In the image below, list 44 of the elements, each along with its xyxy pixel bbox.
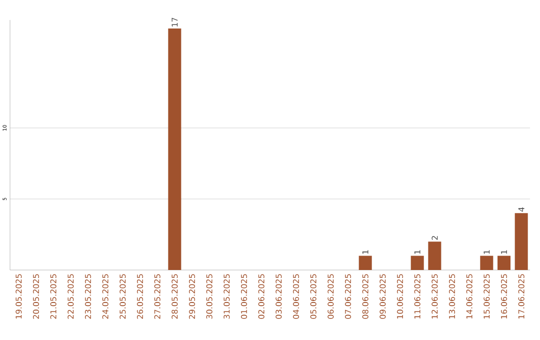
x-tick-label: 20.05.2025 [32, 274, 40, 319]
x-tick-label: 07.06.2025 [344, 274, 352, 319]
x-tick-label: 27.05.2025 [154, 274, 160, 319]
bar [410, 256, 424, 270]
bar [480, 256, 494, 270]
x-tick-label: 25.05.2025 [120, 274, 126, 319]
data-label: 4 [518, 207, 524, 212]
x-tick-label: 23.05.2025 [84, 274, 92, 319]
data-label: 1 [362, 250, 368, 254]
x-tick-label: 26.05.2025 [136, 274, 144, 319]
x-tick-label: 02.06.2025 [258, 274, 264, 319]
x-tick-label: 28.05.2025 [172, 274, 178, 319]
x-tick-label: 21.05.2025 [50, 274, 56, 319]
x-tick-label: 03.06.2025 [276, 274, 282, 319]
data-label: 1 [501, 250, 507, 254]
bar [358, 256, 372, 270]
x-tick-label: 10.06.2025 [396, 274, 404, 318]
x-tick-label: 15.06.2025 [484, 274, 490, 318]
data-label: 2 [432, 236, 438, 240]
x-tick-label: 01.06.2025 [240, 274, 248, 319]
x-tick-label: 16.06.2025 [500, 274, 508, 318]
x-tick-label: 04.06.2025 [292, 274, 300, 319]
bar [428, 242, 442, 270]
x-tick-label: 09.06.2025 [380, 274, 386, 319]
x-tick-label: 19.05.2025 [16, 274, 22, 318]
x-tick-label: 05.06.2025 [310, 274, 316, 319]
x-tick-label: 13.06.2025 [448, 274, 456, 318]
x-tick-label: 22.05.2025 [68, 274, 74, 319]
bar [514, 213, 528, 270]
x-tick-label: 08.06.2025 [362, 274, 368, 319]
x-tick-label: 06.06.2025 [328, 274, 334, 319]
data-label: 1 [484, 250, 490, 254]
x-tick-label: 14.06.2025 [466, 274, 472, 318]
x-tick-label: 11.06.2025 [414, 274, 420, 318]
data-label: 17 [172, 18, 178, 26]
x-tick-label: 29.05.2025 [188, 274, 196, 319]
bar [168, 28, 182, 270]
x-tick-label: 12.06.2025 [432, 274, 438, 318]
x-tick-label: 17.06.2025 [518, 274, 524, 318]
bar [498, 256, 511, 270]
x-tick-label: 31.05.2025 [224, 274, 230, 319]
x-tick-label: 24.05.2025 [102, 274, 108, 319]
data-label: 1 [414, 250, 420, 254]
x-tick-label: 30.05.2025 [206, 274, 212, 319]
